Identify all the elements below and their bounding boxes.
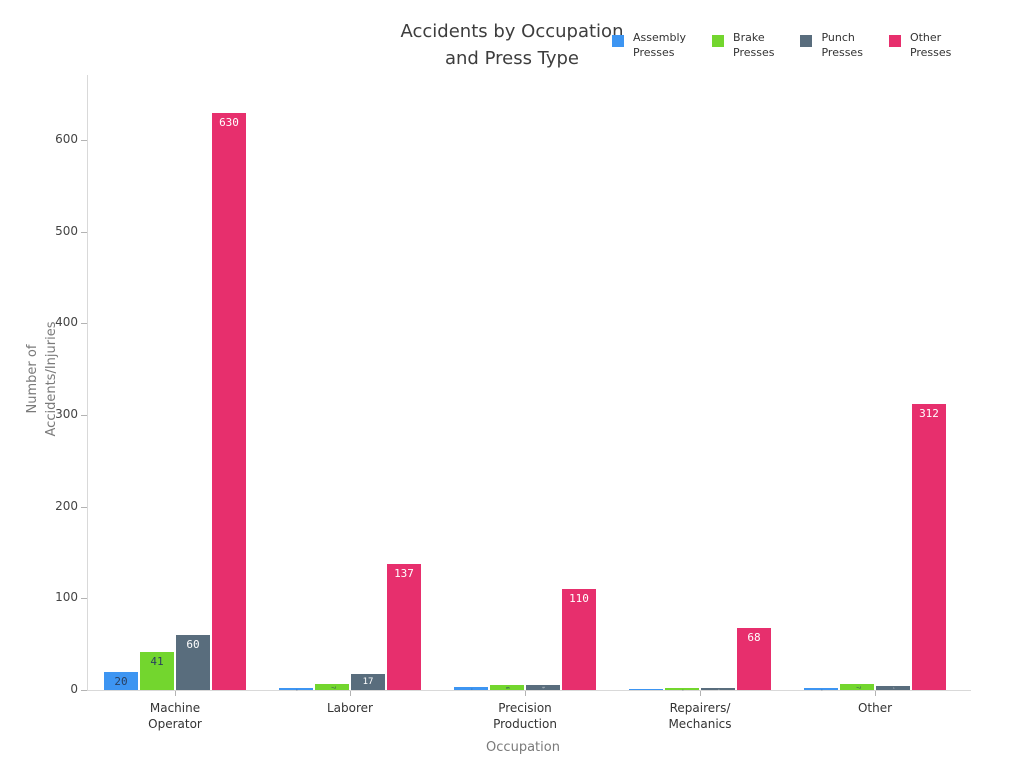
chart-title-line-1: Accidents by Occupation [400,21,624,42]
bar-other-presses-precision-production[interactable]: 110 [562,589,596,690]
bar-value-label-tiny: 6 [505,686,510,689]
bar-value-label-tiny: 2 [717,689,719,691]
bar-value-label-tiny: 4 [892,687,894,689]
bar-other-presses-repairers-mechanics[interactable]: 68 [737,627,771,690]
x-axis-title: Occupation [486,740,560,755]
bar-value-label: 68 [747,630,761,644]
bar-value-label-tiny: 5 [541,687,546,689]
x-tick [875,691,876,696]
bar-value-label: 41 [150,655,164,669]
bar-assembly-presses-machine-operator[interactable]: 20 [104,671,138,690]
bar-assembly-presses-other[interactable]: 2 [804,688,838,691]
legend-item-other-presses[interactable]: Other Presses [888,30,952,60]
legend-item-punch-presses[interactable]: Punch Presses [800,30,863,60]
legend-label: Brake Presses [733,31,775,59]
bar-brake-presses-machine-operator[interactable]: 41 [140,652,174,690]
y-tick [81,690,87,691]
bar-value-label: 137 [394,567,414,581]
bar-other-presses-machine-operator[interactable]: 630 [212,112,246,690]
bar-value-label-tiny: 2 [820,689,822,691]
bar-brake-presses-precision-production[interactable]: 6 [490,684,524,690]
bar-assembly-presses-precision-production[interactable]: 3 [454,687,488,690]
bar-punch-presses-machine-operator[interactable]: 60 [176,635,210,690]
bar-value-label-tiny: 3 [470,688,472,690]
bar-value-label: 20 [114,674,128,688]
x-category-label: Machine Operator [148,701,202,731]
legend-swatch-icon [712,35,725,47]
bar-other-presses-laborer[interactable]: 137 [387,564,421,690]
bar-brake-presses-repairers-mechanics[interactable]: 2 [665,688,699,691]
legend-label: Assembly Presses [633,31,687,59]
legend-swatch-icon [800,35,813,47]
x-tick [700,691,701,696]
y-tick-label: 300 [55,407,78,421]
y-tick [81,140,87,141]
legend-item-assembly-presses[interactable]: Assembly Presses [612,30,686,60]
bar-value-label: 17 [362,677,374,688]
bar-punch-presses-laborer[interactable]: 17 [351,674,385,690]
y-tick-label: 200 [55,498,78,513]
bar-assembly-presses-repairers-mechanics[interactable] [629,689,663,690]
bar-other-presses-other[interactable]: 312 [912,404,946,690]
y-axis-title: Number of Accidents/Injuries [25,321,59,437]
legend-label: Other Presses [909,31,952,59]
bar-value-label-tiny: 7 [329,685,336,689]
bar-value-label: 630 [219,115,239,129]
x-axis-line [87,690,971,691]
x-category-label: Laborer [327,701,373,715]
y-tick [81,506,87,508]
x-tick [525,691,526,696]
y-tick [81,415,87,416]
legend-swatch-icon [888,35,901,47]
y-tick [81,323,87,325]
y-tick [81,231,87,233]
y-axis-line [87,75,88,690]
x-category-label: Repairers/ Mechanics [668,701,732,731]
y-tick [81,598,87,600]
legend-swatch-icon [612,35,624,47]
bar-value-label: 110 [569,592,589,606]
bar-punch-presses-other[interactable]: 4 [876,686,910,690]
y-tick-label: 600 [55,132,78,146]
x-tick [175,691,176,696]
bar-brake-presses-laborer[interactable]: 7 [315,683,349,690]
legend-label: Punch Presses [821,31,863,59]
legend-item-brake-presses[interactable]: Brake Presses [712,30,774,60]
y-tick-label: 0 [70,682,78,696]
x-tick [350,691,351,696]
y-tick-label: 100 [55,590,78,605]
bar-brake-presses-other[interactable]: 7 [840,683,874,690]
y-tick-label: 400 [55,315,78,330]
bar-assembly-presses-laborer[interactable]: 2 [279,688,313,691]
bar-value-label-tiny: 2 [681,689,683,691]
bar-punch-presses-repairers-mechanics[interactable]: 2 [701,688,735,691]
chart-title-line-2: and Press Type [444,48,580,69]
bar-value-label: 312 [919,407,939,420]
y-tick-label: 500 [55,223,78,238]
x-category-label: Precision Production [493,701,557,731]
chart-legend: Assembly Presses Brake Presses Punch Press… [612,30,951,60]
bar-value-label: 60 [186,638,200,651]
x-category-label: Other [857,701,893,715]
bar-punch-presses-precision-production[interactable]: 5 [526,685,560,690]
bar-value-label-tiny: 7 [854,685,861,689]
chart-title: Accidents by Occupation and Press Type [0,18,1024,72]
bar-value-label-tiny: 2 [295,689,297,691]
